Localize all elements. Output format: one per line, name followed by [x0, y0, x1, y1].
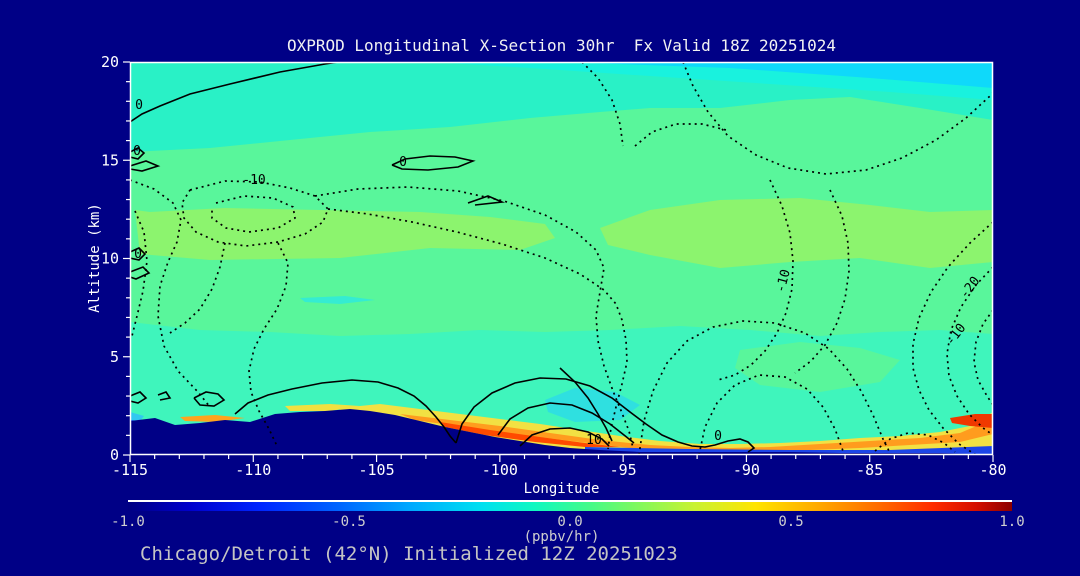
solid-contour-line: [130, 160, 161, 172]
colorbar-tick-label: -0.5: [332, 514, 366, 530]
dotted-contour-line: [181, 180, 329, 247]
y-tick-label: 10: [101, 250, 119, 268]
dotted-contour-line: [248, 242, 289, 447]
fill-region-terrain-silhouette: [130, 409, 993, 455]
solid-contour-line: [234, 379, 457, 444]
contour-value-label: 0: [399, 155, 407, 170]
x-tick-label: -80: [979, 461, 1006, 479]
y-tick-label: 0: [110, 446, 119, 464]
plot-frame: [129, 61, 994, 456]
fill-region-surface-orange-band: [400, 414, 993, 451]
x-tick-label: -85: [856, 461, 883, 479]
dotted-contour-line: [698, 374, 844, 455]
colorbar-tick-label: -1.0: [111, 514, 145, 530]
colorbar-tick-label: 0.5: [778, 514, 804, 530]
solid-contour-line: [455, 377, 756, 453]
solid-contour-line: [130, 62, 344, 123]
x-tick-label: -95: [610, 461, 637, 479]
x-tick-label: -115: [112, 461, 148, 479]
solid-contour-line: [130, 266, 151, 280]
solid-contour-line: [130, 391, 148, 404]
fill-region-surface-red-core-right: [950, 414, 993, 428]
colorbar-gradient: [128, 500, 1012, 511]
dotted-contour-line: [327, 208, 628, 450]
solid-contour-line: [391, 155, 476, 171]
solid-contour-line: [559, 367, 613, 442]
contour-value-label: 0: [135, 98, 143, 113]
x-axis-title: Longitude: [523, 481, 600, 497]
contour-value-label: 0: [133, 144, 141, 159]
init-caption: Chicago/Detroit (42°N) Initialized 12Z 2…: [140, 543, 678, 565]
colorbar-tick-labels: -1.0 -0.5 0.0 0.5 1.0: [111, 514, 1025, 530]
contour-value-label: 10: [586, 433, 602, 448]
contour-value-label: 0: [134, 247, 142, 262]
y-tick-label: 5: [110, 348, 119, 366]
fill-region-top-bright-cyan-wedge: [560, 62, 993, 88]
solid-contour-line: [130, 147, 146, 160]
y-tick-label: 20: [101, 53, 119, 71]
dotted-contour-line: [131, 210, 148, 337]
dotted-contour-line: [794, 189, 850, 374]
y-axis-title: Altitude (km): [87, 203, 103, 313]
contour-value-label: 0: [714, 429, 722, 444]
dotted-contour-line: [314, 186, 634, 449]
cross-section-plot: 0 0 0 -10 0 -10 -20 -10 10 0 -115 -110 -105 -100 -95 -9…: [101, 53, 1007, 479]
dotted-contour-line: [581, 62, 624, 147]
solid-contour-line: [497, 402, 635, 444]
contour-value-label: -10: [242, 173, 265, 188]
colorbar-units-label: (ppbv/hr): [523, 529, 600, 545]
x-tick-label: -110: [235, 461, 271, 479]
solid-contour-line: [519, 427, 610, 447]
dotted-contour-line: [874, 432, 956, 453]
solid-contour-line: [130, 247, 147, 261]
fill-region-upper-turquoise-band: [130, 62, 993, 152]
dotted-contour-line: [946, 266, 993, 436]
dotted-contour-line: [211, 195, 296, 233]
fill-region-cyan-sliver-mid-left: [300, 296, 375, 304]
fill-region-cyan-patch-left-edge: [130, 412, 144, 421]
plot-title: OXPROD Longitudinal X-Section 30hr Fx Va…: [286, 36, 837, 55]
fill-region-yellow-green-band-left: [135, 208, 555, 260]
x-tick-label: -105: [359, 461, 395, 479]
fill-region-green-patch-right: [735, 342, 900, 392]
contour-value-label: -10: [773, 268, 794, 295]
solid-contour-line: [193, 391, 226, 407]
x-tick-label: -90: [733, 461, 760, 479]
x-tick-label: -100: [482, 461, 518, 479]
dotted-contour-line: [682, 62, 993, 175]
y-tick-label: 15: [101, 151, 119, 169]
colorbar-tick-label: 1.0: [999, 514, 1025, 530]
colorbar-tick-label: 0.0: [557, 514, 583, 530]
fill-region-surface-yellow-sliver-left: [285, 404, 360, 411]
fill-region-yellow-green-band-right: [600, 198, 993, 268]
fill-region-surface-orange-sliver-left: [180, 415, 245, 422]
solid-contour-line: [157, 391, 172, 401]
